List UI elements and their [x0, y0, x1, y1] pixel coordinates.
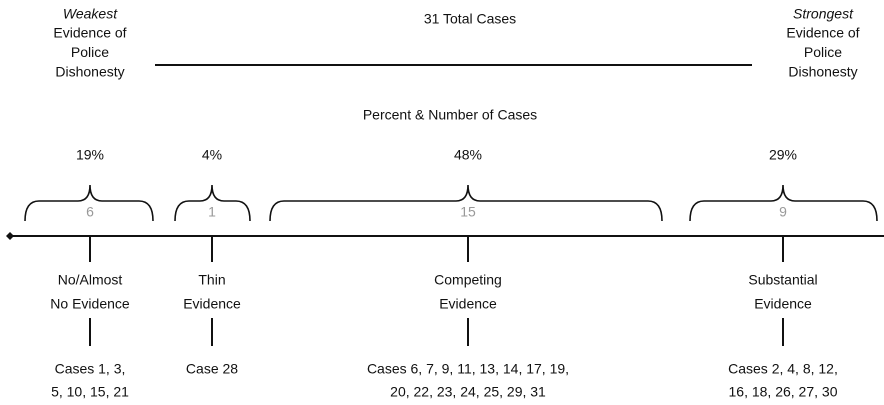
- cases-label: 20, 22, 23, 24, 25, 29, 31: [390, 384, 546, 400]
- count: 15: [460, 204, 476, 220]
- side-label-emphasis: Weakest: [63, 6, 118, 22]
- percent: 4%: [202, 147, 222, 163]
- side-label-line: Evidence of: [53, 25, 126, 41]
- cases-label: 16, 18, 26, 27, 30: [729, 384, 838, 400]
- category-label: Evidence: [439, 296, 497, 312]
- cases-label: Cases 2, 4, 8, 12,: [728, 361, 838, 377]
- category-label: No/Almost: [58, 272, 123, 288]
- cases-label: 5, 10, 15, 21: [51, 384, 129, 400]
- count: 1: [208, 204, 216, 220]
- percent: 29%: [769, 147, 797, 163]
- side-label-line: Dishonesty: [55, 64, 124, 80]
- cases-label: Cases 6, 7, 9, 11, 13, 14, 17, 19,: [367, 361, 569, 377]
- axis-end: [6, 232, 14, 240]
- category-label: Substantial: [748, 272, 817, 288]
- side-label-line: Police: [804, 44, 842, 60]
- category-label: Evidence: [754, 296, 812, 312]
- side-label-line: Police: [71, 44, 109, 60]
- percent: 48%: [454, 147, 482, 163]
- percent: 19%: [76, 147, 104, 163]
- count: 9: [779, 204, 787, 220]
- side-label-line: Evidence of: [786, 25, 859, 41]
- side-label-line: Dishonesty: [788, 64, 857, 80]
- category-label: No Evidence: [50, 296, 130, 312]
- brace: [269, 184, 663, 222]
- category-label: Thin: [198, 272, 225, 288]
- side-label-emphasis: Strongest: [793, 6, 854, 22]
- cases-label: Case 28: [186, 361, 238, 377]
- brace: [24, 184, 154, 222]
- count: 6: [86, 204, 94, 220]
- category-label: Evidence: [183, 296, 241, 312]
- brace: [174, 184, 251, 222]
- brace: [689, 184, 878, 222]
- category-label: Competing: [434, 272, 502, 288]
- cases-label: Cases 1, 3,: [55, 361, 126, 377]
- subtitle: Percent & Number of Cases: [363, 107, 537, 123]
- title: 31 Total Cases: [424, 11, 516, 27]
